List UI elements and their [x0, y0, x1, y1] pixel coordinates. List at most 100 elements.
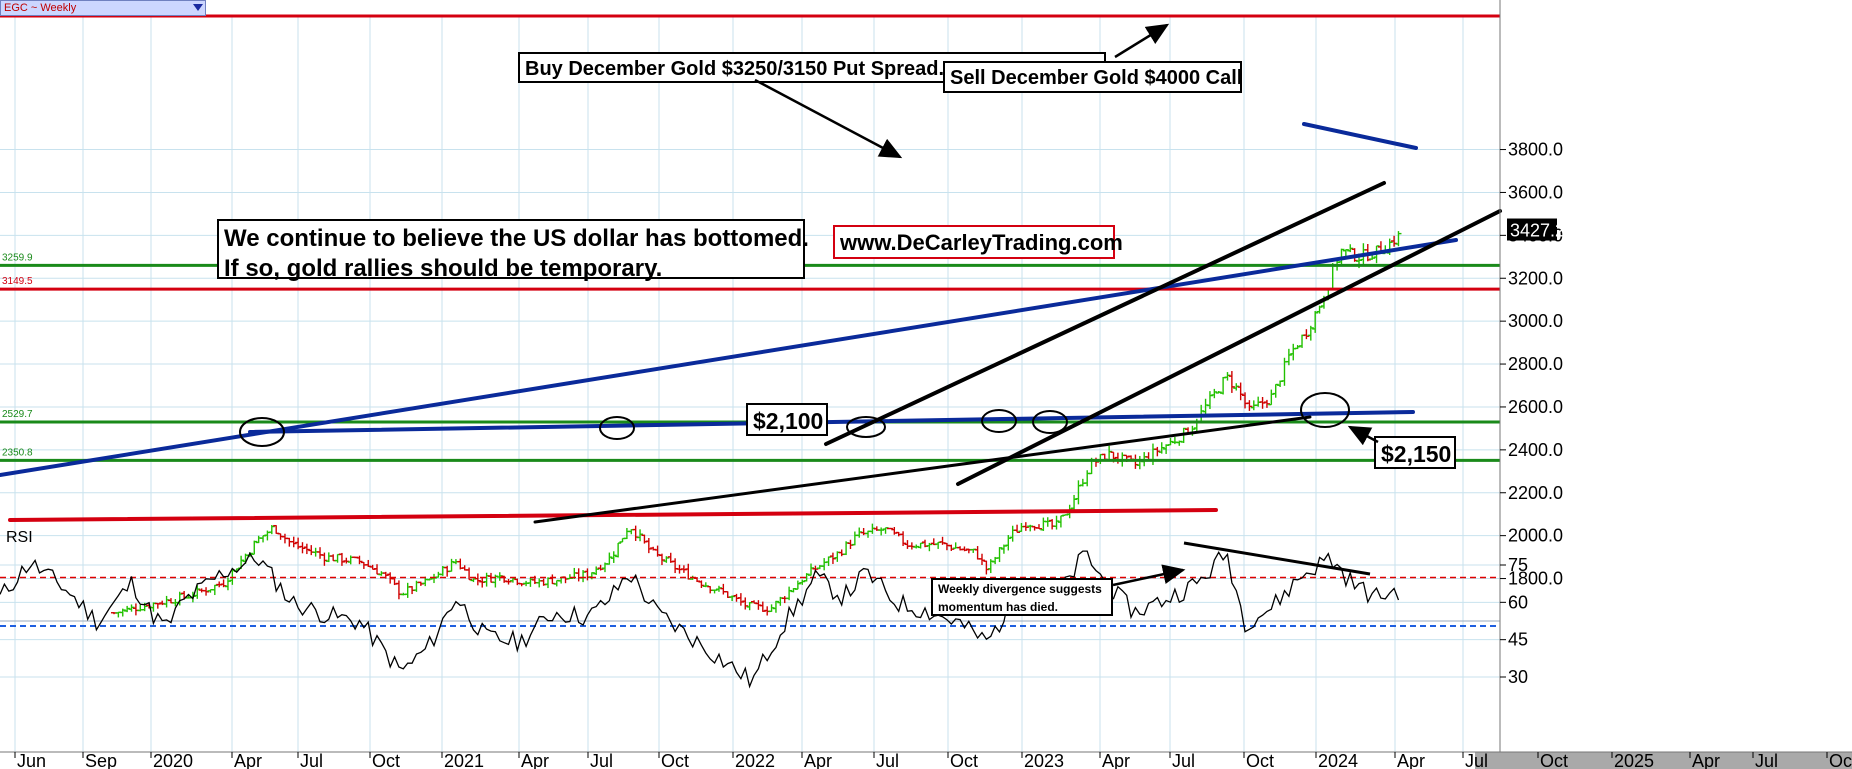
ohlc-bar: [746, 601, 753, 611]
x-tick-label: Apr: [521, 751, 549, 769]
level-label: 2529.7: [2, 409, 33, 420]
ohlc-bar: [1316, 305, 1323, 314]
ohlc-bar: [1163, 444, 1170, 454]
divergence-note-text: momentum has died.: [938, 600, 1058, 614]
y-tick-label: 3000.0: [1508, 311, 1563, 331]
ohlc-bar: [334, 553, 341, 563]
divergence-note-box: [931, 578, 1113, 616]
website-note: www.DeCarleyTrading.com: [833, 225, 1123, 259]
symbol-selector[interactable]: EGC ~ Weekly: [0, 0, 206, 16]
ohlc-bar: [908, 542, 915, 550]
x-tick-label: 2020: [153, 751, 193, 769]
ohlc-bar: [1242, 392, 1249, 409]
highlight-ellipse: [239, 417, 285, 447]
ohlc-bar: [1101, 453, 1108, 461]
ohlc-bar: [137, 604, 144, 612]
ohlc-bar: [163, 595, 170, 608]
ohlc-bar: [772, 600, 779, 613]
grid-lines: [0, 15, 1500, 765]
ohlc-bar: [821, 558, 828, 571]
call-note-box: [943, 61, 1242, 93]
ohlc-bar: [1391, 235, 1398, 247]
ohlc-bar: [1268, 389, 1275, 406]
black-channel-upper: [824, 181, 1386, 446]
y-tick-label: 2000.0: [1508, 526, 1563, 546]
ohlc-bar: [1259, 396, 1266, 409]
put-spread-note-text: Buy December Gold $3250/3150 Put Spread.: [525, 58, 944, 80]
ohlc-bar: [321, 552, 328, 566]
ohlc-bar: [1246, 400, 1253, 411]
ohlc-bar: [426, 578, 433, 581]
y-tick-label: 1800.0: [1508, 569, 1563, 589]
ohlc-bar: [926, 542, 933, 552]
ohlc-bar: [663, 556, 670, 563]
rsi-tick-label: 60: [1508, 592, 1528, 612]
ohlc-bar: [194, 585, 201, 599]
y-tick-label: 2400.0: [1508, 440, 1563, 460]
highlight-ellipse: [1300, 392, 1350, 428]
rsi-line: [0, 550, 1400, 689]
arrow-divergence: [1112, 564, 1186, 587]
ohlc-bar: [672, 558, 679, 574]
ohlc-bar: [1290, 343, 1297, 361]
rsi-panel: RSI: [0, 529, 1500, 689]
dollar-note: We continue to believe the US dollar has…: [217, 219, 809, 282]
rsi-tick-label: 45: [1508, 630, 1528, 650]
x-tick-label: Oct: [661, 751, 689, 769]
y-tick-label: 2800.0: [1508, 354, 1563, 374]
ohlc-bar: [1224, 372, 1231, 381]
ohlc-bar: [505, 578, 512, 585]
ohlc-bar: [637, 529, 644, 542]
ohlc-bar: [448, 558, 455, 572]
x-axis-band: [0, 752, 1500, 769]
label-2100: $2,100: [746, 403, 828, 436]
ohlc-bar: [1071, 494, 1078, 510]
blue-trendline-flat: [248, 410, 1415, 434]
ohlc-bar: [1285, 348, 1292, 366]
ohlc-bar: [943, 542, 950, 551]
rsi-divergence-line: [1183, 541, 1371, 576]
ohlc-bar: [729, 595, 736, 602]
ohlc-bar: [466, 567, 473, 581]
x-tick-label: Apr: [1102, 751, 1130, 769]
ohlc-bar: [856, 527, 863, 538]
ohlc-bar: [1044, 517, 1051, 527]
x-tick-label: Apr: [1397, 751, 1425, 769]
ohlc-bar: [694, 576, 701, 583]
ohlc-bar: [1014, 524, 1021, 533]
y-tick-label: 2200.0: [1508, 483, 1563, 503]
ohlc-bar: [698, 580, 705, 589]
red-trendline-bottom: [8, 508, 1218, 522]
x-tick-label: 2024: [1318, 751, 1358, 769]
ohlc-bar: [255, 535, 262, 544]
ohlc-bar: [124, 605, 131, 613]
ohlc-bar: [1154, 446, 1161, 457]
level-label: 2350.8: [2, 447, 33, 458]
x-tick-label: Apr: [1692, 751, 1720, 769]
black-trendline-low: [533, 415, 1312, 524]
ohlc-bar: [803, 573, 810, 582]
label-2100-text: $2,100: [753, 408, 823, 434]
ohlc-bar: [1294, 345, 1301, 350]
ohlc-bar: [308, 545, 315, 556]
ohlc-bar: [768, 604, 775, 613]
ohlc-bar: [356, 555, 363, 565]
level-label: 3259.9: [2, 252, 33, 263]
ohlc-bar: [829, 552, 836, 564]
ohlc-bar: [303, 543, 310, 555]
ohlc-bar: [742, 597, 749, 610]
ohlc-bar: [799, 579, 806, 585]
ohlc-bar: [978, 553, 985, 566]
ohlc-bar: [1136, 455, 1143, 470]
x-tick-label: Jul: [590, 751, 613, 769]
dollar-note-text: If so, gold rallies should be temporary.: [224, 255, 662, 282]
x-tick-label: Jul: [300, 751, 323, 769]
ohlc-bar: [132, 603, 139, 616]
call-note-text: Sell December Gold $4000 Call: [950, 67, 1242, 89]
ohlc-bar: [224, 577, 231, 591]
ohlc-bar: [593, 566, 600, 575]
chevron-down-icon[interactable]: [193, 4, 203, 11]
ohlc-bar: [1049, 519, 1056, 530]
ohlc-bar: [299, 542, 306, 554]
